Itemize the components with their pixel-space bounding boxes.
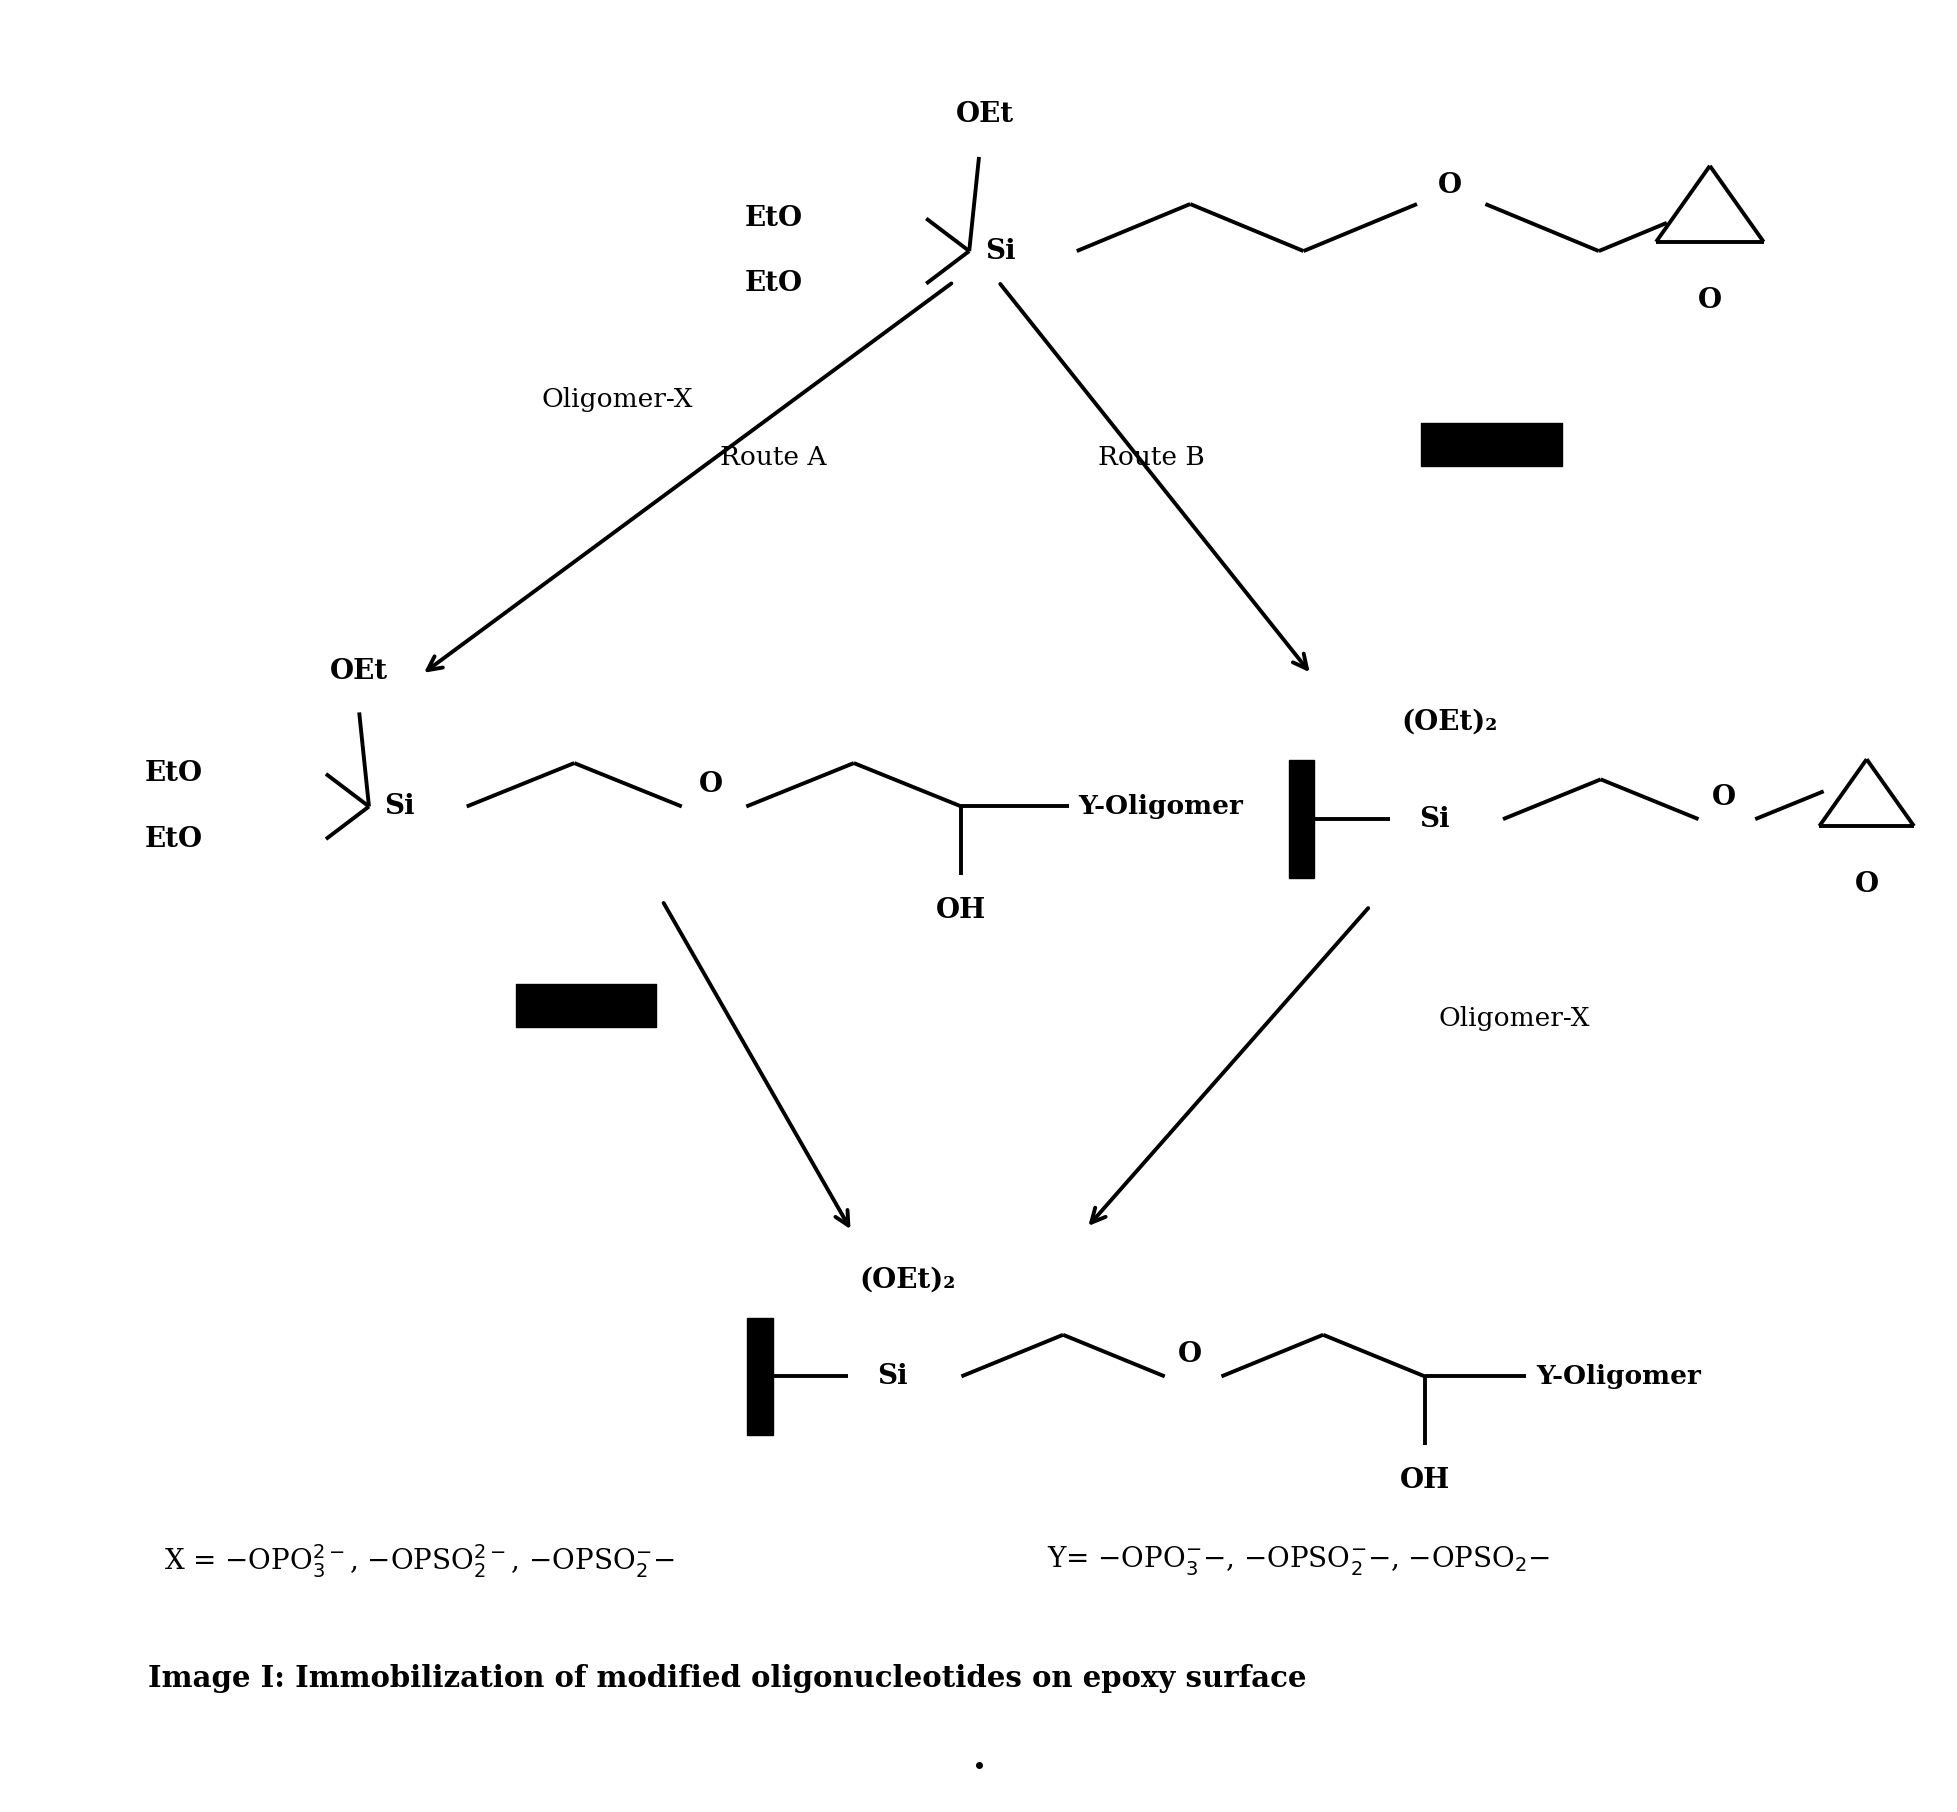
Text: EtO: EtO xyxy=(744,270,802,297)
Bar xyxy=(748,1317,773,1435)
Text: Si: Si xyxy=(877,1363,908,1390)
Text: Si: Si xyxy=(384,794,415,821)
Text: X = $-$OPO$_3^{2-}$, $-$OPSO$_2^{2-}$, $-$OPSO$_2^{-}$$-$: X = $-$OPO$_3^{2-}$, $-$OPSO$_2^{2-}$, $… xyxy=(164,1542,673,1580)
Text: Y-Oligomer: Y-Oligomer xyxy=(1536,1364,1701,1388)
Text: (OEt)₂: (OEt)₂ xyxy=(859,1267,955,1294)
Text: (OEt)₂: (OEt)₂ xyxy=(1401,708,1497,736)
Text: OEt: OEt xyxy=(331,658,387,685)
Text: O: O xyxy=(1853,872,1879,899)
Text: O: O xyxy=(1178,1341,1202,1368)
Text: EtO: EtO xyxy=(744,205,802,232)
Text: OH: OH xyxy=(1399,1468,1450,1493)
Text: O: O xyxy=(1436,172,1462,199)
Text: Si: Si xyxy=(1419,806,1448,834)
Text: Image I: Immobilization of modified oligonucleotides on epoxy surface: Image I: Immobilization of modified olig… xyxy=(149,1663,1305,1692)
Text: Oligomer-X: Oligomer-X xyxy=(542,388,693,411)
Text: Oligomer-X: Oligomer-X xyxy=(1438,1006,1589,1031)
Text: OH: OH xyxy=(935,897,986,924)
Text: Si: Si xyxy=(984,237,1016,265)
Text: Y= $-$OPO$_3^{-}$$-$, $-$OPSO$_2^{-}$$-$, $-$OPSO$_2$$-$: Y= $-$OPO$_3^{-}$$-$, $-$OPSO$_2^{-}$$-$… xyxy=(1047,1544,1550,1578)
Text: Route A: Route A xyxy=(720,444,826,469)
Text: Route B: Route B xyxy=(1098,444,1204,469)
Text: EtO: EtO xyxy=(145,826,204,853)
Text: O: O xyxy=(699,772,722,799)
Text: EtO: EtO xyxy=(145,761,204,788)
Text: O: O xyxy=(1710,785,1736,812)
Text: O: O xyxy=(1697,286,1720,313)
Text: OEt: OEt xyxy=(955,101,1014,129)
Bar xyxy=(1288,761,1313,879)
Text: Y-Oligomer: Y-Oligomer xyxy=(1078,794,1243,819)
